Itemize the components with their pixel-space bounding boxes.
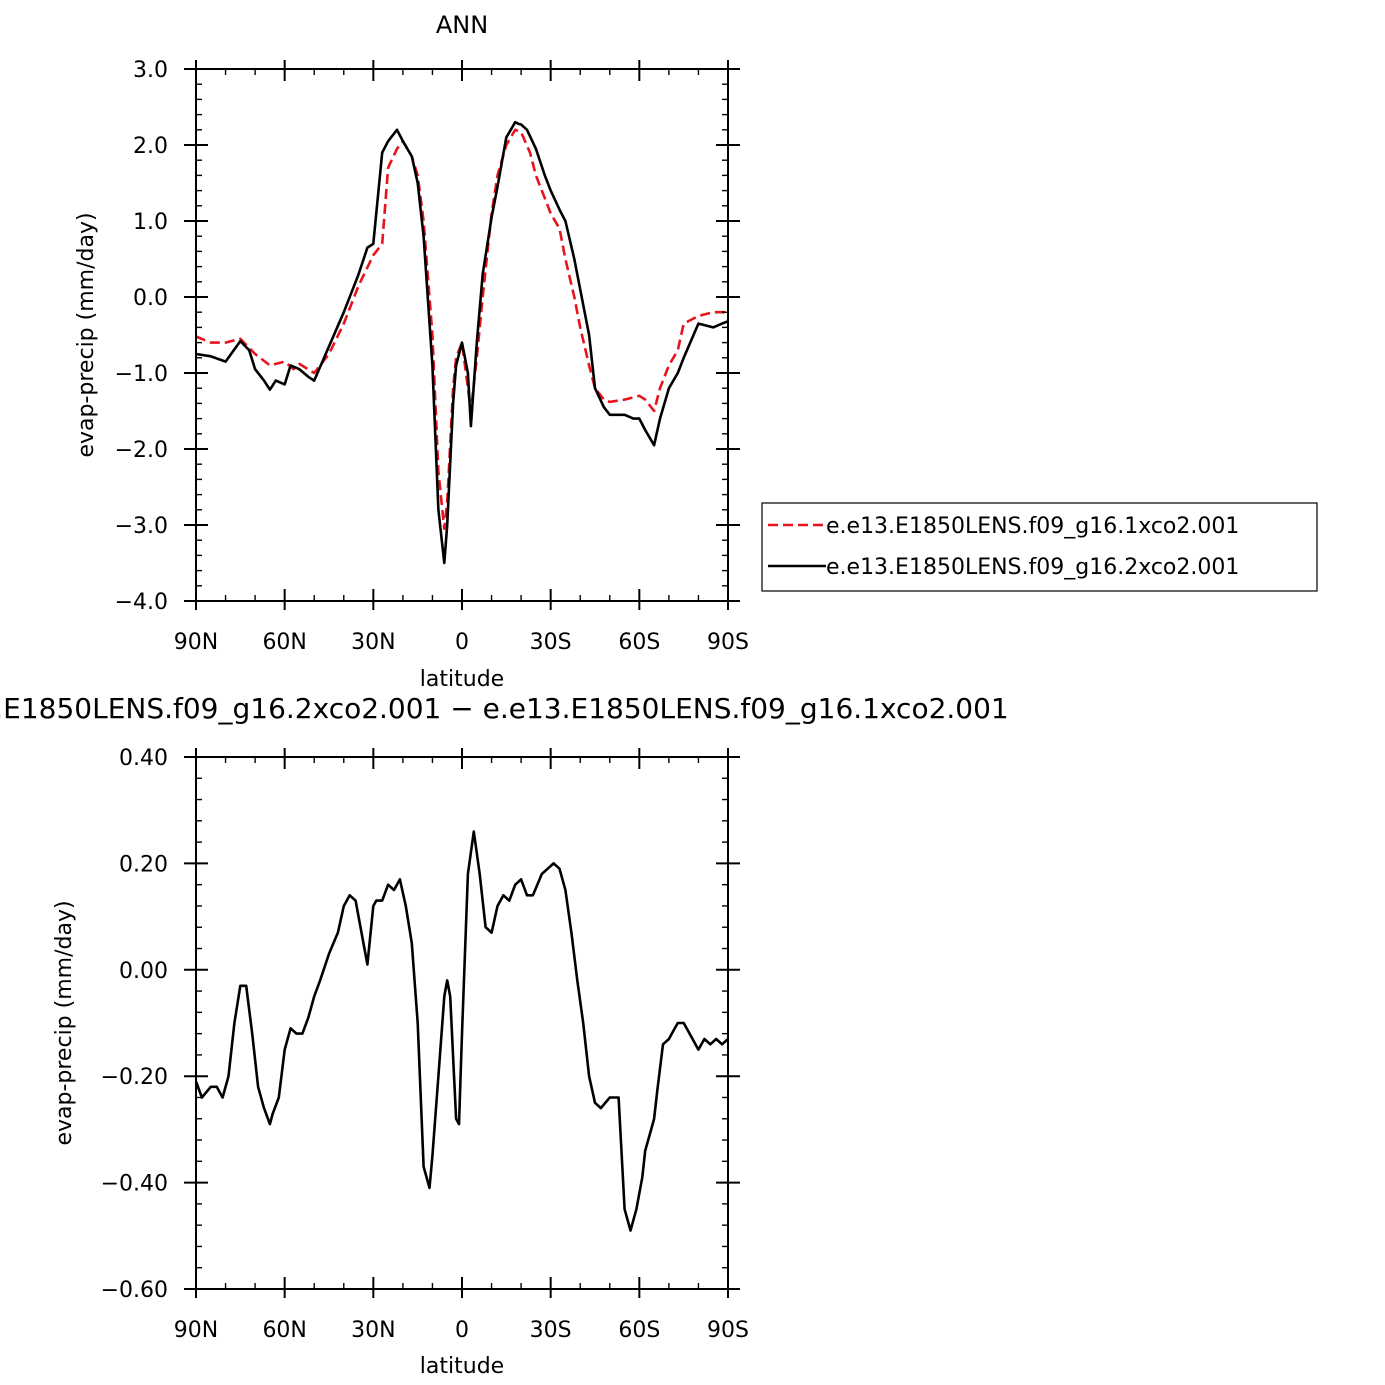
legend-box: [761, 502, 1318, 592]
top-plot-frame: [195, 68, 729, 602]
top-panel: ANN 90N 60N 30N 0 30S 60S 90S 3.0 2.0 1.0 0.0 −1.0 −…: [74, 11, 749, 692]
x-tick-label: 0: [455, 630, 469, 655]
x-tick-label: 30N: [351, 630, 395, 655]
y-tick-label: −1.0: [115, 362, 168, 387]
x-tick-label: 90N: [174, 630, 218, 655]
bottom-x-axis-label: latitude: [420, 1354, 504, 1379]
legend: e.e13.E1850LENS.f09_g16.1xco2.001 e.e13.…: [761, 502, 1318, 592]
series-line-1: [194, 830, 729, 1232]
y-tick-label: 0.20: [119, 852, 168, 877]
bottom-series-layer: [194, 830, 729, 1232]
legend-label-1xco2: e.e13.E1850LENS.f09_g16.1xco2.001: [826, 514, 1239, 539]
bottom-y-axis-label: evap-precip (mm/day): [52, 900, 77, 1145]
y-tick-label: 1.0: [133, 210, 168, 235]
bottom-axis-layer: 90N 60N 30N 0 30S 60S 90S 0.40 0.20 0.00 −0.20 −0.4…: [101, 746, 749, 1343]
series-line-1: [195, 128, 728, 531]
y-tick-label: 0.0: [133, 286, 168, 311]
y-tick-label: −4.0: [115, 590, 168, 615]
top-series-layer: [195, 120, 729, 565]
x-tick-label: 30S: [530, 1318, 572, 1343]
x-tick-label: 90S: [707, 630, 749, 655]
x-tick-label: 30S: [530, 630, 572, 655]
y-tick-label: −0.40: [101, 1172, 168, 1197]
y-tick-label: −0.60: [101, 1278, 168, 1303]
top-x-axis-label: latitude: [420, 667, 504, 692]
x-tick-label: 60N: [262, 1318, 306, 1343]
x-tick-label: 90N: [174, 1318, 218, 1343]
y-tick-label: −3.0: [115, 514, 168, 539]
series-line-2: [195, 120, 729, 565]
y-tick-label: −2.0: [115, 438, 168, 463]
x-tick-label: 0: [455, 1318, 469, 1343]
y-tick-label: −0.20: [101, 1065, 168, 1090]
top-chart-title: ANN: [436, 11, 488, 39]
y-tick-label: 0.40: [119, 746, 168, 771]
x-tick-label: 30N: [351, 1318, 395, 1343]
top-axis-layer: 90N 60N 30N 0 30S 60S 90S 3.0 2.0 1.0 0.0 −1.0 −2.0 −…: [115, 58, 749, 655]
y-tick-label: 0.00: [119, 959, 168, 984]
bottom-chart-title: e.e13.E1850LENS.f09_g16.2xco2.001 − e.e1…: [0, 692, 1009, 725]
top-y-axis-label: evap-precip (mm/day): [74, 212, 99, 457]
bottom-panel: e.e13.E1850LENS.f09_g16.2xco2.001 − e.e1…: [0, 692, 1009, 1379]
y-tick-label: 3.0: [133, 58, 168, 83]
x-tick-label: 60S: [618, 630, 660, 655]
legend-label-2xco2: e.e13.E1850LENS.f09_g16.2xco2.001: [826, 555, 1239, 580]
x-tick-label: 90S: [707, 1318, 749, 1343]
x-tick-label: 60N: [262, 630, 306, 655]
y-tick-label: 2.0: [133, 134, 168, 159]
x-tick-label: 60S: [618, 1318, 660, 1343]
